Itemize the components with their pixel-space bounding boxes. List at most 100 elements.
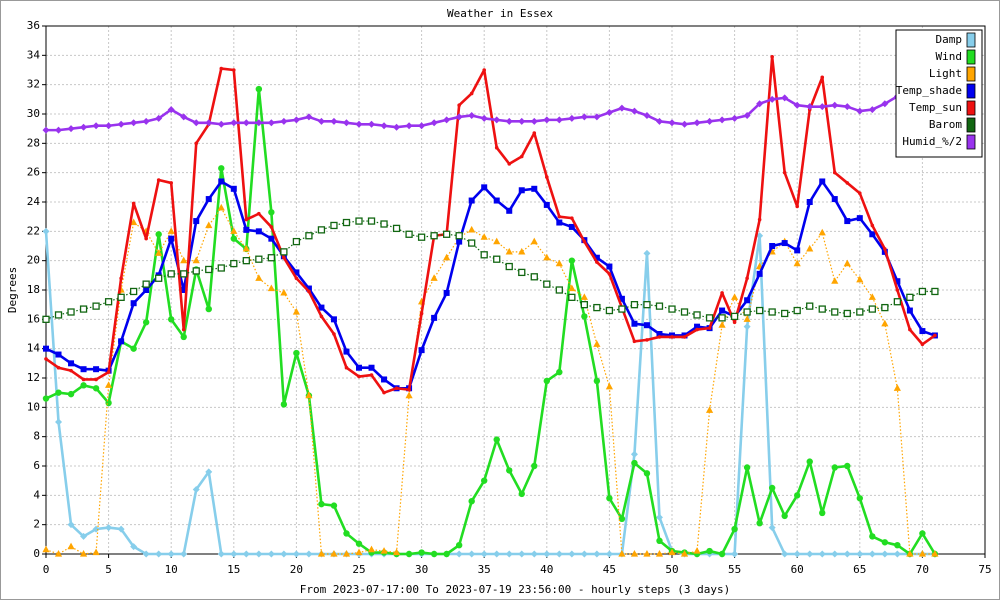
point [793,101,801,109]
point [106,370,111,374]
point [831,464,838,471]
point [79,550,88,557]
point [155,274,163,282]
point [655,302,664,310]
point [255,274,263,281]
point [869,231,876,238]
point [881,539,889,546]
point [455,550,463,558]
point [543,201,550,208]
legend-label: Temp_shade [896,84,962,97]
point [655,513,663,521]
point [342,119,350,127]
point [167,227,175,234]
point [169,181,173,185]
point [380,122,388,130]
point [219,66,224,71]
point [593,303,601,312]
point [342,550,351,557]
point [243,226,250,233]
chart-title: Weather in Essex [447,7,553,20]
x-tick-label: 70 [916,563,929,576]
point [192,485,200,493]
point [618,550,626,557]
point [505,117,513,125]
point [570,216,574,220]
point [232,68,236,72]
point [668,548,676,556]
point [343,348,350,355]
point [655,117,663,125]
point [455,232,463,240]
point [255,119,263,127]
point [305,113,313,121]
point [67,521,75,529]
point [155,249,163,256]
point [382,390,386,395]
point [631,320,638,327]
legend-label: Humid_%/2 [902,135,962,148]
point [918,550,926,557]
point [518,247,526,255]
point [317,226,326,234]
point [706,117,714,125]
point [267,550,275,558]
point [380,220,388,228]
point [820,75,825,80]
point [881,303,889,312]
point [282,255,286,260]
point [831,308,839,316]
point [292,550,300,558]
point [205,221,213,229]
point [380,547,388,554]
point [244,217,249,222]
point [242,550,250,558]
point [845,181,850,185]
point [919,328,926,335]
point [768,524,776,532]
point [919,530,926,537]
point [868,305,876,313]
point [630,107,638,115]
point [844,218,851,225]
point [381,376,388,383]
point [843,103,851,111]
point [781,309,789,318]
point [468,197,475,204]
point [44,357,48,361]
point [457,103,461,107]
point [305,232,313,240]
point [506,467,513,474]
legend-label: Damp [936,33,963,46]
point [543,280,551,288]
x-tick-label: 20 [290,563,303,576]
point [795,204,799,209]
point [768,308,776,316]
point [180,270,188,278]
point [568,293,576,301]
point [844,462,851,470]
legend-swatch [966,117,976,133]
point [342,218,351,227]
point [144,236,148,241]
point [180,113,188,121]
point [618,295,625,302]
point [908,327,912,332]
point [317,550,326,557]
y-tick-label: 28 [27,136,40,149]
point [55,389,62,396]
point [906,550,914,557]
point [806,302,814,310]
point [818,228,826,236]
point [307,289,311,294]
point [868,293,876,300]
point [355,120,363,128]
point [605,109,613,117]
y-tick-label: 8 [33,430,40,443]
point [607,272,612,276]
point [418,549,425,556]
point [881,100,889,108]
point [493,237,501,245]
